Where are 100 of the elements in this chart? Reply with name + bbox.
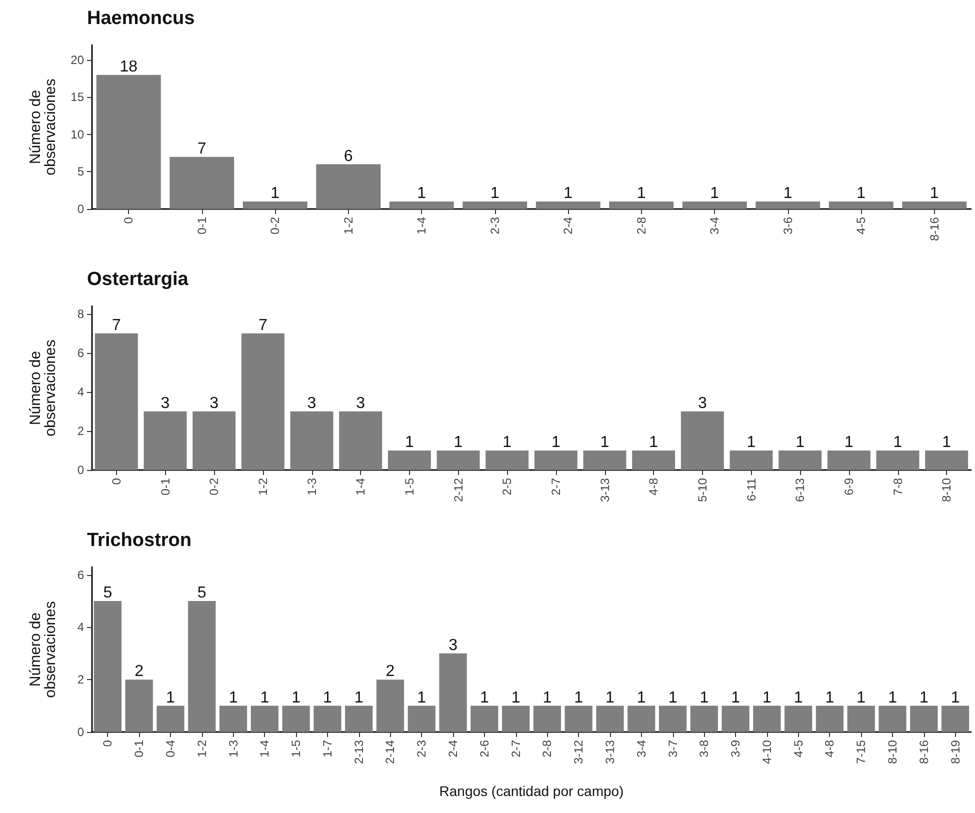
- bar: [609, 202, 674, 209]
- bar: [94, 333, 138, 470]
- data-label: 1: [292, 689, 301, 706]
- data-label: 1: [668, 689, 678, 706]
- data-label: 1: [606, 689, 615, 706]
- x-tick-label: 5-10: [695, 478, 710, 502]
- x-tick-label: 1-2: [341, 216, 356, 234]
- x-tick-label: 2-8: [540, 740, 554, 758]
- data-label: 1: [796, 434, 805, 451]
- x-tick-label: 1-4: [414, 216, 429, 234]
- x-tick-label: 1-5: [402, 478, 416, 496]
- data-label: 5: [103, 584, 112, 602]
- x-tick-label: 2-13: [352, 740, 366, 764]
- x-tick-label: 0: [122, 216, 136, 224]
- data-label: 3: [356, 394, 366, 412]
- data-label: 5: [197, 584, 206, 602]
- x-tick-label: 1-2: [194, 740, 209, 758]
- bar: [730, 450, 773, 470]
- bar: [778, 450, 822, 470]
- y-tick-label: 20: [70, 52, 84, 67]
- bar: [339, 411, 382, 470]
- bar: [941, 706, 970, 732]
- y-tick-label: 0: [77, 202, 84, 216]
- data-label: 1: [893, 434, 902, 451]
- x-tick-label: 3-12: [572, 740, 586, 764]
- x-tick-label: 7-8: [890, 478, 905, 496]
- bar: [925, 450, 968, 470]
- bar: [290, 411, 334, 470]
- bar: [756, 202, 820, 209]
- bar: [439, 653, 467, 732]
- x-tick-label: 2-8: [634, 216, 648, 234]
- bar: [144, 411, 187, 470]
- y-tick-label: 6: [77, 346, 84, 360]
- data-label: 1: [417, 185, 426, 202]
- bar: [192, 411, 236, 470]
- x-tick-label: 4-5: [791, 740, 806, 758]
- x-tick-label: 4-5: [854, 216, 868, 234]
- bar: [583, 450, 626, 470]
- data-label: 1: [270, 185, 280, 202]
- x-tick-label: 2-4: [561, 216, 576, 234]
- bar: [828, 202, 894, 209]
- y-tick-label: 6: [77, 568, 84, 582]
- chart-title: Ostertargia: [87, 269, 189, 290]
- x-tick-label: 3-7: [666, 740, 680, 758]
- data-label: 1: [502, 434, 512, 451]
- bar: [564, 706, 592, 732]
- bar: [389, 202, 454, 209]
- x-tick-label: 4-8: [646, 478, 661, 496]
- y-tick-label: 10: [70, 127, 84, 142]
- data-label: 1: [511, 689, 520, 706]
- data-label: 1: [856, 689, 866, 706]
- data-label: 1: [888, 689, 898, 706]
- bar: [632, 450, 676, 470]
- data-label: 1: [551, 434, 560, 451]
- x-tick-label: 4-10: [760, 740, 774, 764]
- data-label: 1: [746, 434, 756, 451]
- x-tick-label: 0-4: [163, 740, 178, 758]
- x-tick-label: 0: [109, 478, 124, 485]
- x-tick-label: 2-4: [446, 740, 460, 758]
- x-tick-label: 2-3: [414, 740, 429, 758]
- bar: [753, 706, 781, 732]
- data-label: 1: [825, 689, 834, 706]
- data-label: 1: [636, 689, 646, 706]
- bar: [878, 706, 906, 732]
- x-tick-label: 3-8: [697, 740, 712, 758]
- bar: [816, 706, 844, 732]
- data-label: 3: [448, 636, 458, 654]
- bar: [170, 156, 234, 209]
- data-label: 1: [700, 689, 709, 706]
- data-label: 1: [930, 185, 939, 202]
- data-label: 1: [942, 434, 952, 451]
- x-tick-label: 0-1: [194, 216, 209, 234]
- bar: [690, 706, 718, 732]
- bar: [827, 450, 870, 470]
- bar: [96, 74, 161, 209]
- data-label: 1: [260, 689, 270, 706]
- bar: [408, 706, 436, 732]
- bar: [388, 450, 431, 470]
- x-tick-label: 0: [100, 740, 115, 747]
- y-tick-label: 4: [77, 384, 84, 399]
- data-label: 1: [783, 185, 792, 202]
- bar: [502, 706, 530, 732]
- x-tick-label: 2-3: [488, 216, 502, 234]
- bar: [314, 706, 342, 732]
- bar: [241, 333, 284, 470]
- bar: [596, 706, 624, 732]
- bar: [376, 680, 404, 732]
- data-label: 1: [490, 185, 500, 202]
- bar: [536, 202, 600, 209]
- data-label: 1: [731, 689, 740, 706]
- data-label: 1: [844, 434, 854, 451]
- x-tick-label: 3-9: [728, 740, 743, 758]
- data-label: 1: [322, 689, 332, 706]
- data-label: 1: [950, 689, 960, 706]
- x-tick-label: 0-2: [268, 216, 282, 234]
- x-tick-label: 1-5: [289, 740, 304, 758]
- x-tick-label: 0-1: [132, 740, 146, 758]
- x-tick-label: 8-19: [948, 740, 962, 764]
- x-tick-label: 8-16: [916, 740, 931, 764]
- bar: [188, 601, 216, 732]
